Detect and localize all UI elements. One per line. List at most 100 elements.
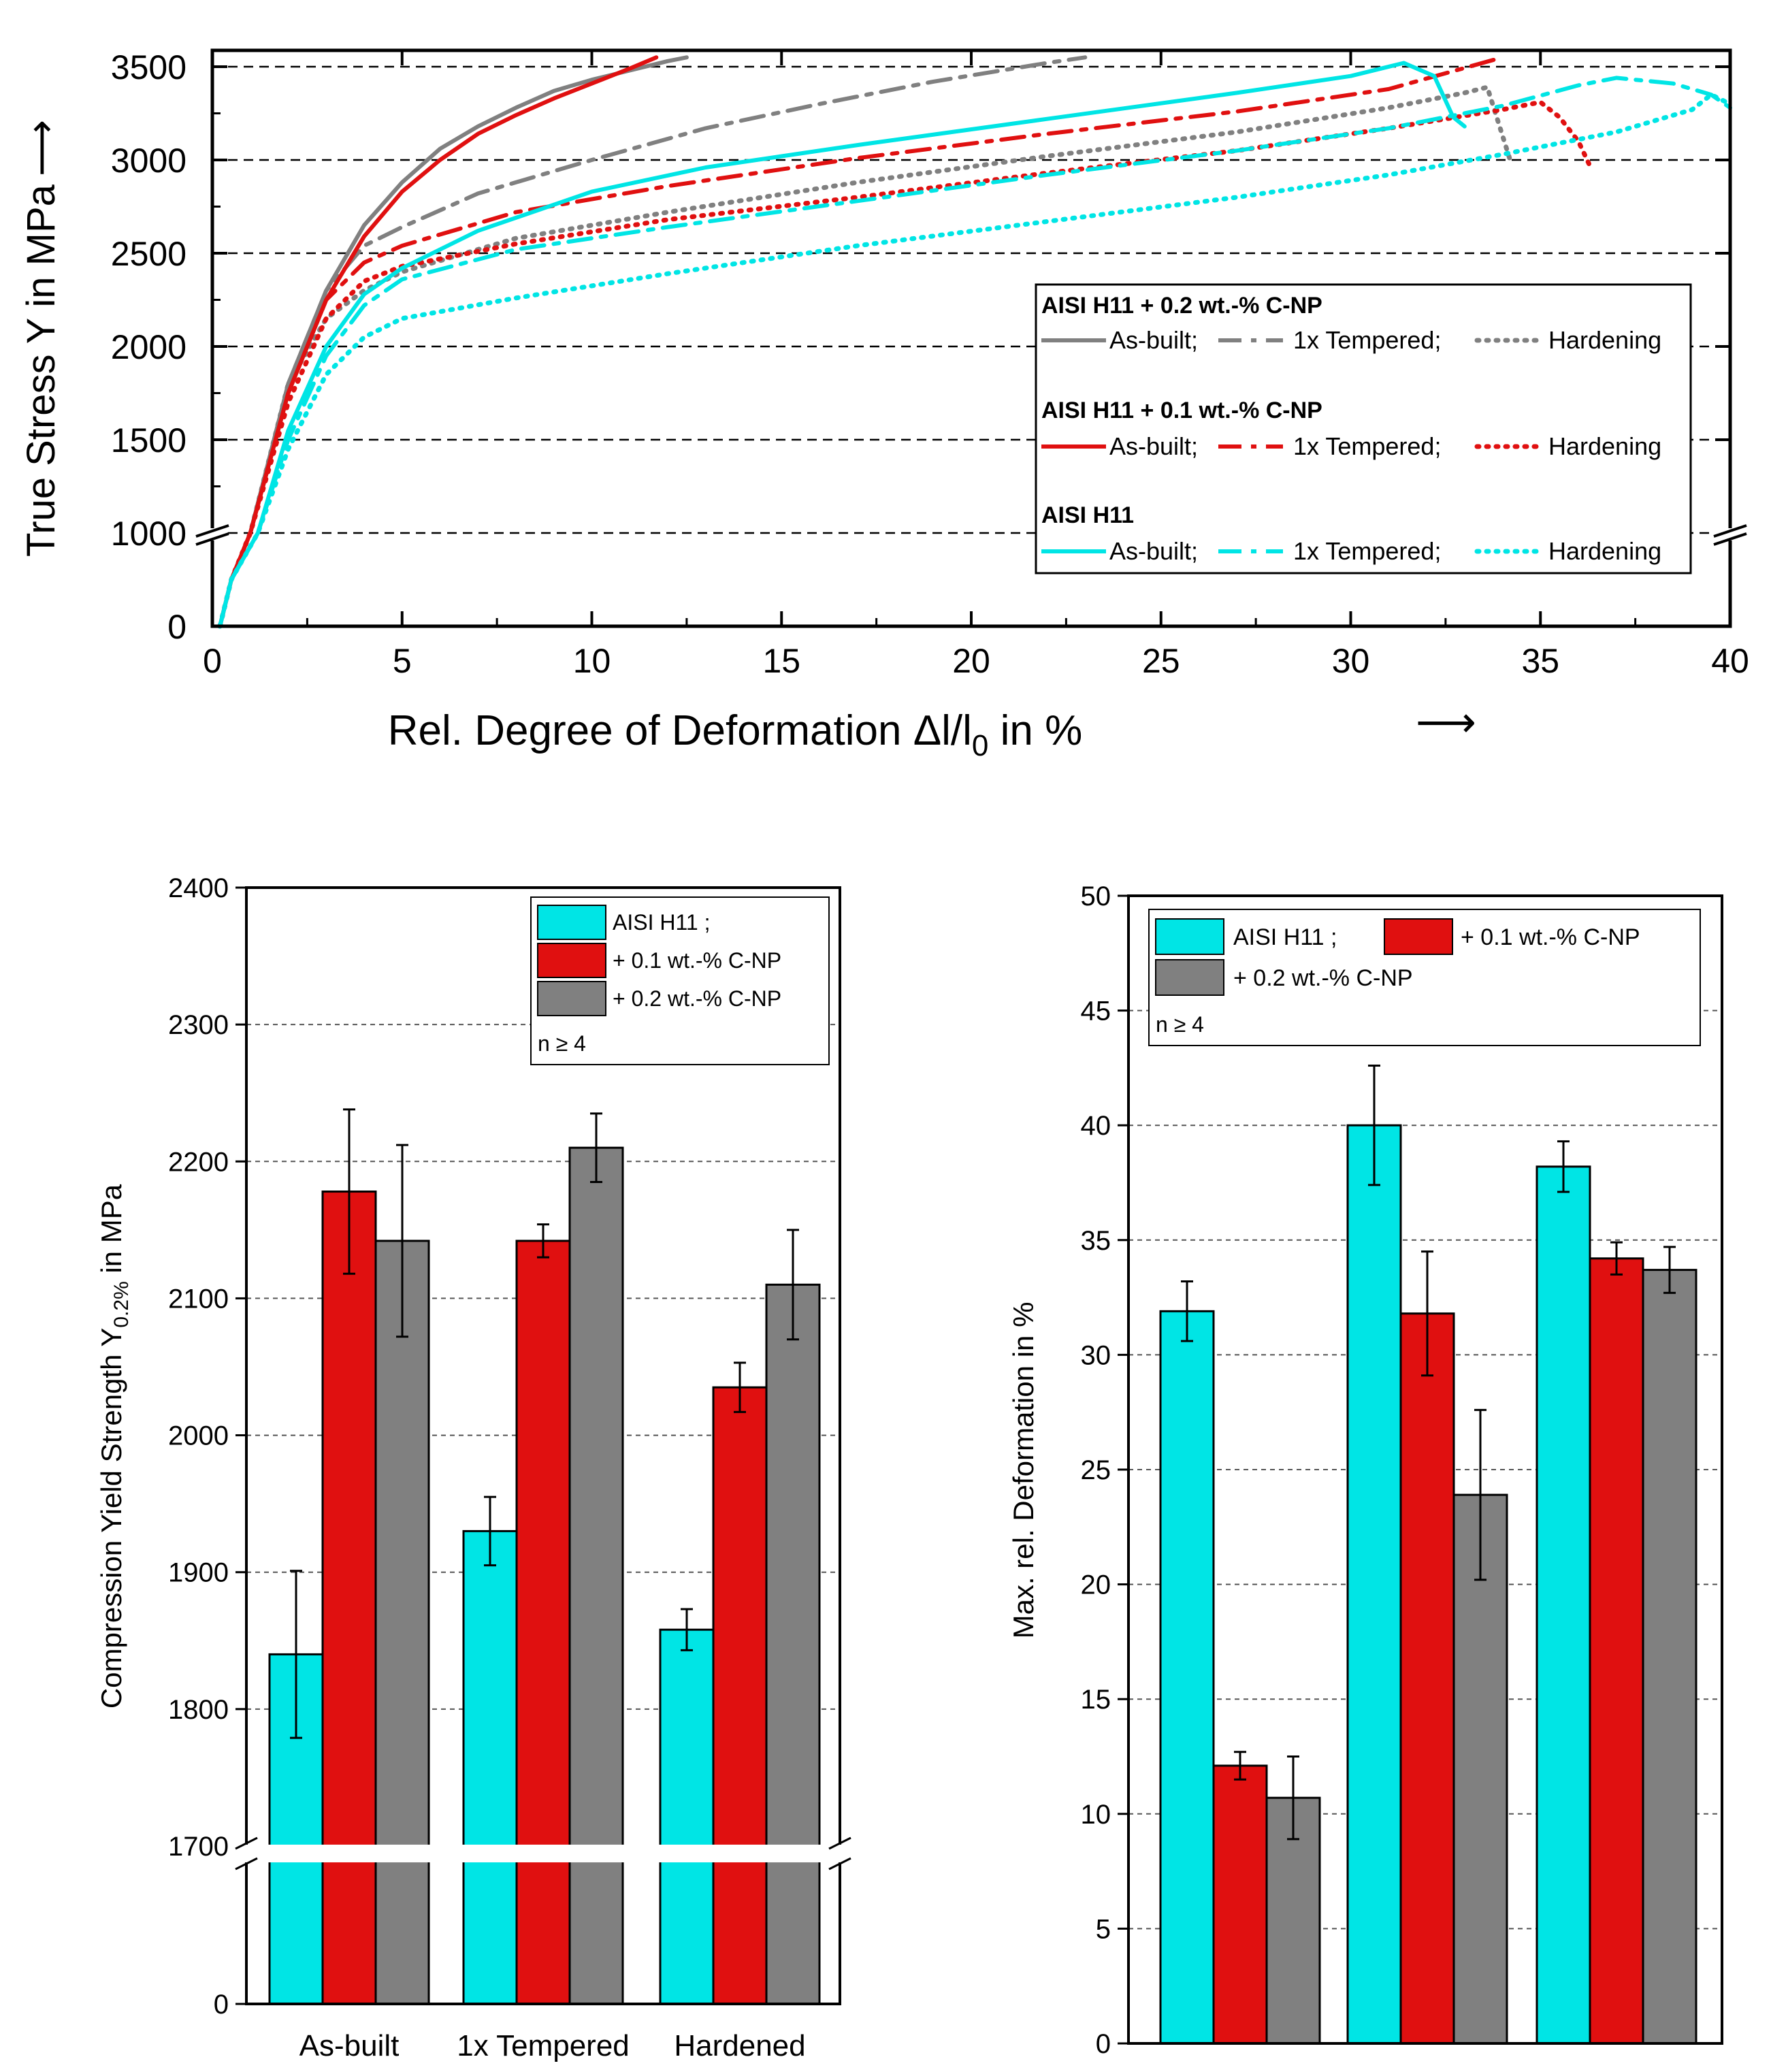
- x-tick-label: 15: [762, 642, 800, 680]
- y-tick-label: 2100: [168, 1284, 229, 1314]
- sample-size-note: n ≥ 4: [1156, 1012, 1204, 1037]
- yield-strength-legend: AISI H11 ; + 0.1 wt.-% C-NP + 0.2 wt.-% …: [530, 896, 830, 1065]
- y-tick-label: 1800: [168, 1695, 229, 1725]
- x-tick-label: 40: [1711, 642, 1749, 680]
- legend-swatch: [537, 981, 606, 1016]
- series-line: [218, 76, 1732, 628]
- series-line: [218, 55, 689, 628]
- bar: [1159, 1310, 1215, 2045]
- yield-strength-y-label: Compression Yield Strength Y0.2% in MPa: [95, 1184, 133, 1709]
- y-tick-label: 2200: [168, 1147, 229, 1177]
- legend-swatch: [1155, 918, 1224, 955]
- y-tick-label: 0: [1096, 2029, 1111, 2059]
- legend-item-label: + 0.1 wt.-% C-NP: [1461, 924, 1640, 950]
- max-deformation-chart: 0 5 10 15 20 25 30 35 40 45 50 As-built 1x Tempered H…: [1007, 881, 1723, 2072]
- stress-strain-ticks: 0 1000 1500 2000 2500 3000 3500 0 5 10 15 20 25 30 35 4…: [111, 48, 1749, 680]
- legend-item-label: + 0.1 wt.-% C-NP: [613, 948, 781, 973]
- y-tick-label: 5: [1096, 1914, 1111, 1944]
- bar: [1346, 1124, 1402, 2045]
- x-category-label: Hardened: [1550, 2069, 1682, 2072]
- y-tick-label: 1700: [168, 1832, 229, 1862]
- yield-strength-ticks: 0 1700 1800 1900 2000 2100 2200 2300 2400 As-buil…: [168, 873, 806, 2062]
- bar: [765, 1283, 821, 2005]
- yield-strength-chart: 0 1700 1800 1900 2000 2100 2200 2300 2400 As-buil…: [95, 873, 855, 2062]
- stress-strain-y-label: True Stress Y in MPa⟶: [19, 120, 63, 557]
- max-deformation-legend: AISI H11 ; + 0.1 wt.-% C-NP + 0.2 wt.-% …: [1148, 909, 1701, 1046]
- y-tick-label: 40: [1081, 1111, 1111, 1141]
- stress-strain-series: [217, 55, 1733, 629]
- y-tick-label: 2400: [168, 873, 229, 903]
- legend-item-label: AISI H11 ;: [613, 910, 710, 935]
- stress-strain-chart: 0 1000 1500 2000 2500 3000 3500 0 5 10 15 20 25 30 35 4…: [19, 48, 1749, 762]
- y-tick-label: 45: [1081, 997, 1111, 1026]
- y-tick-label: 0: [167, 608, 186, 646]
- series-line: [218, 55, 1088, 628]
- series-line: [218, 55, 659, 628]
- legend-item-label: 1x Tempered;: [1293, 326, 1441, 354]
- bar: [1452, 1493, 1508, 2045]
- bar: [1642, 1269, 1697, 2045]
- series-line: [217, 99, 1593, 629]
- stress-strain-axis-break: [195, 524, 1747, 546]
- y-tick-label: 30: [1081, 1340, 1111, 1370]
- y-tick-label: 25: [1081, 1455, 1111, 1485]
- y-tick-label: 35: [1081, 1226, 1111, 1256]
- x-axis-direction-arrow: ⟶: [1416, 699, 1476, 746]
- stress-strain-legend: AISI H11 + 0.2 wt.-% C-NP As-built; 1x T…: [1035, 283, 1692, 574]
- sample-size-note: n ≥ 4: [538, 1031, 586, 1056]
- legend-item-label: As-built;: [1109, 326, 1198, 354]
- y-tick-label: 2500: [111, 235, 186, 273]
- x-tick-label: 25: [1142, 642, 1180, 680]
- legend-item-label: Hardening: [1548, 326, 1661, 354]
- legend-item-label: 1x Tempered;: [1293, 432, 1441, 460]
- x-tick-label: 10: [573, 642, 611, 680]
- legend-item-label: As-built;: [1109, 537, 1198, 565]
- x-tick-label: 5: [393, 642, 412, 680]
- y-tick-label: 10: [1081, 1800, 1111, 1830]
- yield-strength-plot-frame: [245, 886, 841, 2005]
- y-tick-label: 3000: [111, 142, 186, 180]
- series-line: [218, 55, 1505, 628]
- x-category-label: 1x Tempered: [457, 2029, 630, 2062]
- y-tick-label: 0: [214, 1990, 229, 2020]
- legend-item-label: Hardening: [1548, 537, 1661, 565]
- x-category-label: Hardened: [674, 2029, 805, 2062]
- bar: [374, 1240, 430, 2005]
- bar: [515, 1240, 571, 2005]
- y-tick-label: 1900: [168, 1558, 229, 1588]
- bar: [1212, 1764, 1268, 2045]
- legend-item-label: Hardening: [1548, 432, 1661, 460]
- legend-item-label: AISI H11 ;: [1233, 924, 1337, 950]
- bar: [1536, 1165, 1591, 2045]
- y-tick-label: 3500: [111, 48, 186, 86]
- y-tick-label: 50: [1081, 881, 1111, 911]
- x-tick-label: 0: [203, 642, 222, 680]
- legend-item-label: As-built;: [1109, 432, 1198, 460]
- y-tick-label: 2000: [111, 328, 186, 366]
- x-category-label: As-built: [299, 2029, 400, 2062]
- max-deformation-y-label: Max. rel. Deformation in %: [1007, 1302, 1039, 1639]
- bar: [1589, 1257, 1644, 2045]
- yield-strength-bars: [268, 1108, 821, 2005]
- x-tick-label: 35: [1521, 642, 1559, 680]
- yield-strength-axis-break: [231, 1836, 855, 1871]
- bar: [462, 1529, 518, 2005]
- x-tick-label: 20: [952, 642, 990, 680]
- legend-swatch: [537, 905, 606, 940]
- bar: [712, 1386, 768, 2005]
- bar: [568, 1146, 624, 2005]
- max-deformation-bars: [1159, 1065, 1697, 2045]
- stress-strain-x-label: Rel. Degree of Deformation Δl/l0 in %: [388, 707, 1082, 762]
- y-tick-label: 1500: [111, 421, 186, 459]
- legend-item-label: + 0.2 wt.-% C-NP: [613, 986, 781, 1011]
- x-category-label: 1x Tempered: [1341, 2069, 1514, 2072]
- bar: [659, 1628, 715, 2005]
- y-tick-label: 2300: [168, 1010, 229, 1040]
- legend-group-title: AISI H11 + 0.2 wt.-% C-NP: [1041, 293, 1322, 319]
- y-tick-label: 15: [1081, 1685, 1111, 1715]
- bar: [1399, 1312, 1455, 2045]
- y-tick-label: 1000: [111, 515, 186, 553]
- legend-group-title: AISI H11 + 0.1 wt.-% C-NP: [1041, 398, 1322, 423]
- y-tick-label: 20: [1081, 1570, 1111, 1600]
